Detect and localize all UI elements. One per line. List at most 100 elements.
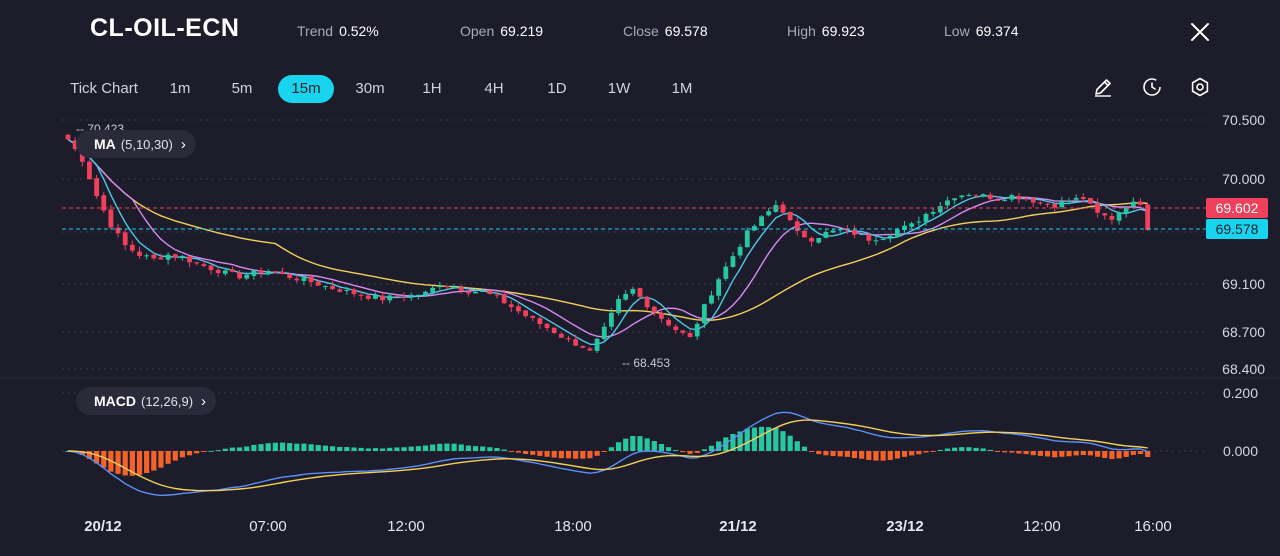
candle-body — [451, 286, 457, 288]
tab-5m[interactable]: 5m — [231, 80, 253, 97]
macd-indicator-chip[interactable]: MACD (12,26,9) › — [76, 387, 217, 415]
candle-body — [308, 276, 314, 283]
macd-histogram-bar — [823, 451, 829, 456]
pencil-icon[interactable] — [1092, 76, 1114, 98]
tab-1d[interactable]: 1D — [547, 80, 567, 97]
candle-body — [701, 304, 707, 324]
candle-body — [980, 194, 986, 197]
macd-histogram-bar — [580, 451, 586, 459]
macd-histogram-bar — [186, 451, 193, 456]
indicator-name: MA — [94, 136, 116, 152]
tab-4h[interactable]: 4H — [484, 80, 504, 97]
macd-histogram-bar — [472, 446, 479, 451]
clock-icon[interactable] — [1141, 76, 1163, 98]
candle-body — [623, 294, 629, 300]
candle-body — [616, 299, 621, 314]
indicator-params: (5,10,30) — [120, 137, 173, 152]
macd-histogram-bar — [136, 451, 143, 476]
y-tick-label: 68.700 — [1222, 324, 1265, 340]
tab-1h[interactable]: 1H — [422, 80, 442, 97]
candle-body — [687, 332, 693, 338]
macd-histogram-bar — [780, 431, 786, 451]
x-tick-label: 21/12 — [719, 518, 757, 535]
macd-histogram-bar — [573, 451, 579, 459]
macd-histogram-bar — [151, 451, 157, 471]
macd-histogram-bar — [530, 451, 536, 455]
macd-histogram-bar — [637, 436, 643, 451]
candle-body — [1052, 203, 1058, 208]
settings-icon[interactable] — [1189, 76, 1211, 98]
macd-histogram-bar — [79, 451, 85, 456]
macd-histogram-bar — [415, 446, 421, 451]
macd-histogram-bar — [866, 451, 872, 460]
candle-body — [859, 234, 865, 236]
macd-histogram-bar — [880, 451, 886, 461]
candle-body — [816, 237, 822, 243]
close-icon[interactable] — [1188, 20, 1212, 44]
candle-body — [887, 235, 893, 239]
macd-histogram-bar — [994, 451, 1001, 452]
candle-body — [1102, 213, 1108, 216]
macd-histogram-bar — [515, 451, 522, 453]
stat-value: 0.52% — [339, 23, 379, 39]
tab-1m[interactable]: 1m — [169, 80, 191, 97]
ma-indicator-chip[interactable]: MA (5,10,30) › — [76, 130, 196, 158]
axis-labels: 70.500 70.000 69.100 68.700 68.400 0.200 0.000… — [84, 112, 1265, 535]
macd-histogram-bar — [773, 428, 779, 451]
tab-1mo[interactable]: 1M — [671, 80, 693, 97]
macd-histogram-bar — [937, 449, 943, 451]
candle-body — [609, 312, 614, 327]
macd-histogram-bar — [315, 445, 321, 451]
y-tick-label: 0.200 — [1223, 385, 1258, 401]
macd-histogram-bar — [923, 451, 929, 453]
candle-body — [1002, 199, 1008, 201]
macd-histogram-bar — [737, 431, 743, 451]
candle-body — [1130, 201, 1136, 207]
candle-body — [437, 286, 443, 288]
candle-body — [272, 271, 278, 273]
macd-histogram-bar — [816, 451, 822, 455]
stat-high: High 69.923 — [787, 23, 865, 39]
macd-histogram-bar — [129, 451, 135, 476]
candle-body — [1030, 198, 1036, 203]
macd-histogram-bar — [723, 437, 729, 451]
tab-15m[interactable]: 15m — [278, 75, 334, 103]
candle-body — [573, 339, 579, 346]
macd-histogram-bar — [437, 443, 443, 451]
x-tick-label: 12:00 — [1023, 518, 1061, 535]
candle-body — [794, 221, 800, 231]
macd-histogram-bar — [430, 444, 436, 451]
macd-histogram-bar — [708, 445, 715, 451]
macd-histogram-bar — [873, 451, 879, 461]
candle-body — [258, 270, 264, 274]
candle-body — [180, 255, 185, 259]
candle-body — [873, 240, 879, 242]
macd-histogram-bar — [487, 447, 493, 451]
candle-body — [401, 297, 407, 299]
candle-body — [723, 266, 729, 279]
tab-1w[interactable]: 1W — [607, 80, 631, 97]
macd-histogram-bar — [1130, 451, 1136, 455]
macd-histogram-bar — [1073, 451, 1079, 456]
tab-30m[interactable]: 30m — [355, 80, 385, 97]
candle-body — [1066, 200, 1072, 202]
macd-histogram-bar — [1044, 451, 1051, 457]
candle-body — [752, 226, 757, 231]
tab-tick-chart[interactable]: Tick Chart — [70, 80, 138, 97]
candle-body — [930, 211, 936, 214]
candle-body — [673, 326, 679, 330]
macd-histogram-bar — [1102, 451, 1108, 458]
macd-histogram-bar — [194, 451, 200, 454]
stat-close: Close 69.578 — [623, 23, 708, 39]
candle-body — [165, 254, 171, 260]
x-tick-label: 12:00 — [387, 518, 425, 535]
chevron-right-icon: › — [201, 393, 207, 410]
x-tick-label: 18:00 — [554, 518, 592, 535]
candle-body — [830, 230, 836, 233]
candle-body — [516, 306, 521, 312]
candle-body — [115, 227, 121, 234]
stat-label: Open — [460, 23, 495, 39]
macd-histogram-bar — [229, 447, 236, 451]
candle-body — [129, 244, 135, 251]
